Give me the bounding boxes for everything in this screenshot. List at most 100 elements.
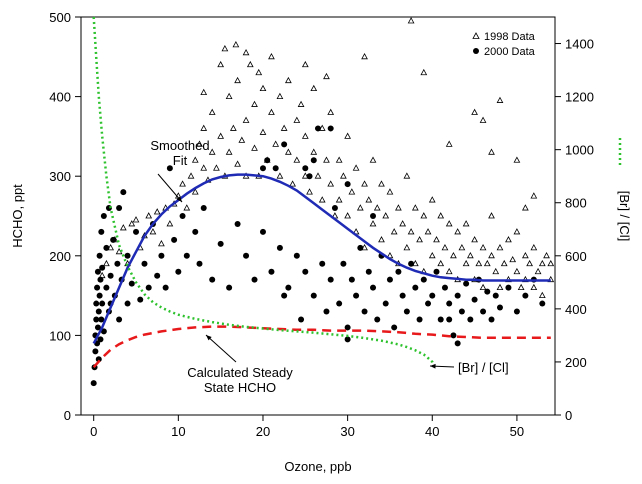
data-point-1998 xyxy=(285,148,292,155)
annotation-arrowhead xyxy=(176,196,182,202)
annotation-label: Calculated Steady State HCHO xyxy=(187,365,293,395)
data-point-1998 xyxy=(547,259,555,267)
data-point-2000 xyxy=(391,324,398,331)
data-point-1998 xyxy=(361,180,368,187)
data-point-2000 xyxy=(268,268,275,275)
data-point-1998 xyxy=(310,84,318,92)
data-point-2000 xyxy=(480,308,487,315)
data-point-1998 xyxy=(534,267,542,275)
data-point-2000 xyxy=(496,304,503,311)
data-point-1998 xyxy=(276,172,284,179)
data-point-2000 xyxy=(513,308,520,315)
data-point-1998 xyxy=(259,84,267,92)
data-point-2000 xyxy=(95,308,102,315)
y-tick-label: 400 xyxy=(49,90,71,105)
data-point-1998 xyxy=(217,60,225,68)
data-point-1998 xyxy=(466,251,474,259)
data-point-2000 xyxy=(319,260,326,267)
data-point-2000 xyxy=(310,292,317,299)
data-point-2000 xyxy=(95,356,102,363)
data-point-2000 xyxy=(98,228,105,235)
data-point-1998 xyxy=(187,172,195,179)
data-point-2000 xyxy=(315,125,321,132)
data-point-1998 xyxy=(496,283,504,291)
data-point-1998 xyxy=(289,180,296,187)
data-point-2000 xyxy=(386,276,393,283)
y2-axis-title: [Br] / [Cl] xyxy=(617,191,632,242)
data-point-1998 xyxy=(285,76,292,84)
data-point-1998 xyxy=(318,196,326,203)
data-point-1998 xyxy=(200,164,208,171)
data-point-1998 xyxy=(445,267,453,275)
data-point-1998 xyxy=(488,251,495,259)
data-point-1998 xyxy=(471,236,478,243)
data-point-1998 xyxy=(437,212,445,219)
data-point-1998 xyxy=(382,212,390,219)
data-point-1998 xyxy=(344,212,351,219)
data-point-1998 xyxy=(323,156,330,163)
data-point-2000 xyxy=(107,272,114,279)
data-point-1998 xyxy=(272,140,280,147)
y2-tick-label: 0 xyxy=(565,408,572,423)
data-point-1998 xyxy=(242,116,250,123)
data-point-2000 xyxy=(361,308,368,315)
data-point-1998 xyxy=(526,259,533,267)
data-point-1998 xyxy=(437,259,445,267)
data-point-1998 xyxy=(158,240,165,247)
data-point-1998 xyxy=(483,259,491,267)
data-point-2000 xyxy=(357,244,364,251)
data-point-1998 xyxy=(200,88,208,96)
data-point-2000 xyxy=(99,264,106,271)
data-point-1998 xyxy=(179,180,186,187)
data-point-2000 xyxy=(446,316,453,323)
data-point-1998 xyxy=(492,267,500,275)
data-point-2000 xyxy=(425,300,432,307)
data-point-2000 xyxy=(94,324,101,331)
data-point-1998 xyxy=(522,251,529,259)
data-point-1998 xyxy=(500,259,508,267)
data-point-2000 xyxy=(484,288,491,295)
y2-tick-label: 200 xyxy=(565,355,587,370)
steady-state-line xyxy=(92,325,551,369)
data-point-2000 xyxy=(97,276,104,283)
data-point-2000 xyxy=(408,260,415,267)
y2-tick-label: 1400 xyxy=(565,37,594,52)
data-point-1998 xyxy=(352,164,360,171)
data-point-2000 xyxy=(175,268,182,275)
data-point-1998 xyxy=(479,283,487,291)
data-point-2000 xyxy=(412,284,419,291)
data-point-2000 xyxy=(281,292,288,299)
x-tick-label: 0 xyxy=(90,424,97,439)
data-point-2000 xyxy=(327,276,334,283)
data-point-2000 xyxy=(395,268,402,275)
data-point-1998 xyxy=(424,228,432,235)
data-point-2000 xyxy=(336,300,343,307)
data-point-1998 xyxy=(505,236,512,243)
data-point-2000 xyxy=(463,280,470,287)
data-point-1998 xyxy=(390,228,398,235)
data-point-1998 xyxy=(327,180,335,187)
data-point-2000 xyxy=(251,276,258,283)
data-point-2000 xyxy=(298,316,305,323)
data-point-1998 xyxy=(428,196,436,203)
data-point-2000 xyxy=(454,292,461,299)
x-tick-label: 50 xyxy=(510,424,524,439)
data-point-2000 xyxy=(93,300,100,307)
y-axis-title: HCHO, ppt xyxy=(10,184,25,248)
data-point-2000 xyxy=(285,284,292,291)
data-point-1998 xyxy=(183,204,191,211)
data-point-1998 xyxy=(441,243,449,251)
data-point-1998 xyxy=(543,251,550,259)
data-point-1998 xyxy=(293,116,301,123)
data-point-1998 xyxy=(234,160,241,167)
data-point-1998 xyxy=(522,204,529,211)
data-point-2000 xyxy=(471,296,478,303)
data-point-1998 xyxy=(433,236,440,243)
data-point-1998 xyxy=(268,52,275,60)
data-point-2000 xyxy=(437,316,444,323)
data-point-2000 xyxy=(100,328,107,335)
data-point-1998 xyxy=(301,132,309,139)
legend-label: 1998 Data xyxy=(484,31,536,43)
data-point-2000 xyxy=(96,292,103,299)
y-tick-label: 300 xyxy=(49,169,71,184)
